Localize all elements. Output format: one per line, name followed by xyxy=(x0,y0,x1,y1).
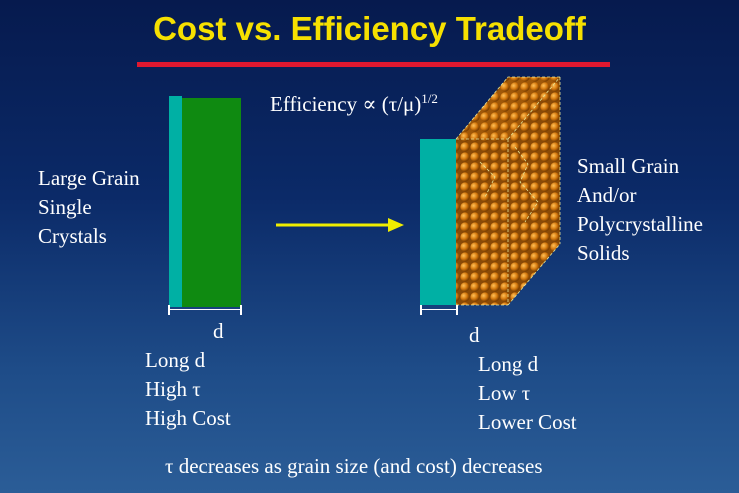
footer-statement: τ decreases as grain size (and cost) dec… xyxy=(165,454,543,478)
slab-top-face xyxy=(456,77,560,139)
efficiency-formula: Efficiency ∝ (τ/μ)1/2 xyxy=(270,84,438,119)
large-label-line: Single xyxy=(38,195,92,219)
small-dimension-tick xyxy=(456,305,458,315)
large-label-line: Crystals xyxy=(38,224,107,248)
transition-arrow xyxy=(276,218,404,232)
grain-boundaries xyxy=(455,76,561,306)
small-label-line: And/or xyxy=(577,183,637,207)
large-grain-slab xyxy=(182,98,241,307)
large-dimension-tick xyxy=(240,305,242,315)
title-underline xyxy=(137,62,610,67)
property-line: Low τ xyxy=(478,381,531,405)
small-dimension-line xyxy=(420,309,457,310)
large-grain-label: Large Grain Single Crystals xyxy=(38,164,140,251)
large-slab-edge xyxy=(169,96,182,307)
large-dimension-tick xyxy=(168,305,170,315)
large-grain-properties: Long d High τ High Cost xyxy=(145,346,231,433)
arrow-head xyxy=(388,218,404,232)
small-grain-label: Small Grain And/or Polycrystalline Solid… xyxy=(577,152,703,268)
large-label-line: Large Grain xyxy=(38,166,140,190)
property-line: Long d xyxy=(145,348,206,372)
slide-title: Cost vs. Efficiency Tradeoff xyxy=(153,10,586,47)
small-grain-properties: Long d Low τ Lower Cost xyxy=(478,350,577,437)
small-dimension-label: d xyxy=(469,323,480,347)
large-dimension-line xyxy=(168,309,241,310)
slab-side-face xyxy=(508,77,560,305)
property-line: Lower Cost xyxy=(478,410,577,434)
formula-exponent: 1/2 xyxy=(421,91,438,106)
small-grain-slab xyxy=(420,76,561,306)
slab-edge xyxy=(420,139,456,305)
property-line: High τ xyxy=(145,377,201,401)
large-dimension-label: d xyxy=(213,319,224,343)
formula-base: Efficiency ∝ (τ/μ) xyxy=(270,92,422,116)
small-label-line: Small Grain xyxy=(577,154,680,178)
property-line: High Cost xyxy=(145,406,231,430)
slab-front-face xyxy=(456,139,508,305)
small-label-line: Polycrystalline xyxy=(577,212,703,236)
small-dimension-tick xyxy=(420,305,422,315)
small-label-line: Solids xyxy=(577,241,630,265)
property-line: Long d xyxy=(478,352,539,376)
